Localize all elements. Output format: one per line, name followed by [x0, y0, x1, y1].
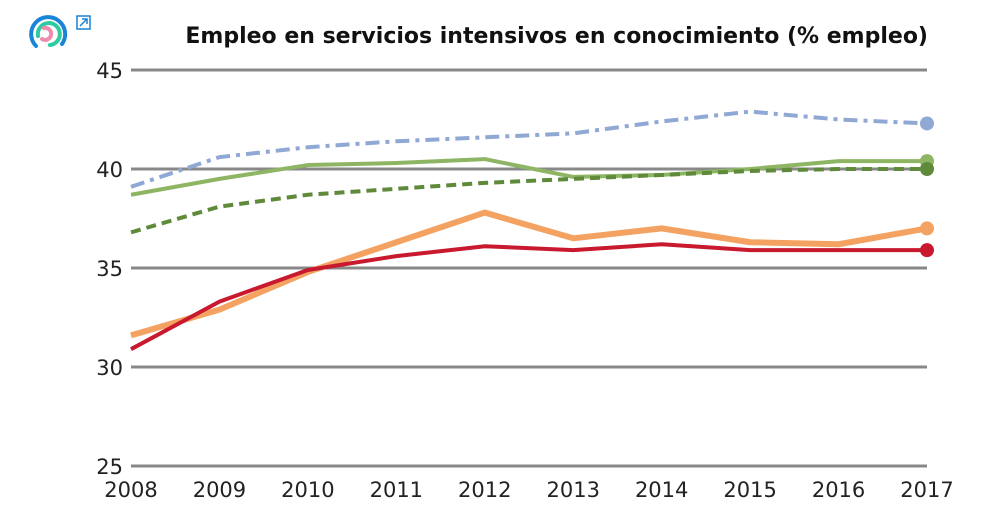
series-end-point-0 [920, 116, 934, 131]
y-tick-label: 45 [96, 59, 123, 83]
series-end-point-2 [920, 162, 934, 176]
series-end-point-3 [920, 221, 934, 236]
series-line-1 [130, 157, 927, 197]
series-line-4 [130, 242, 927, 351]
x-tick-label: 2014 [635, 478, 688, 502]
y-tick-label: 30 [96, 356, 123, 380]
x-tick-label: 2012 [458, 478, 511, 502]
chart-title: Empleo en servicios intensivos en conoci… [185, 24, 928, 49]
x-tick-label: 2015 [723, 478, 776, 502]
series-line-3 [130, 209, 928, 339]
x-tick-label: 2009 [193, 478, 246, 502]
external-link-icon[interactable] [76, 15, 91, 30]
x-tick-label: 2016 [812, 478, 865, 502]
y-tick-label: 25 [96, 455, 123, 479]
x-tick-label: 2013 [546, 478, 599, 502]
series-line-0 [130, 109, 928, 189]
x-tick-label: 2011 [370, 478, 423, 502]
x-tick-label: 2008 [104, 478, 157, 502]
logo [29, 15, 68, 48]
x-tick-label: 2010 [281, 478, 334, 502]
x-tick-label: 2017 [900, 478, 953, 502]
y-tick-label: 35 [96, 257, 123, 281]
series-line-2 [130, 167, 927, 235]
y-tick-label: 40 [96, 158, 123, 182]
series-end-point-4 [920, 243, 934, 258]
